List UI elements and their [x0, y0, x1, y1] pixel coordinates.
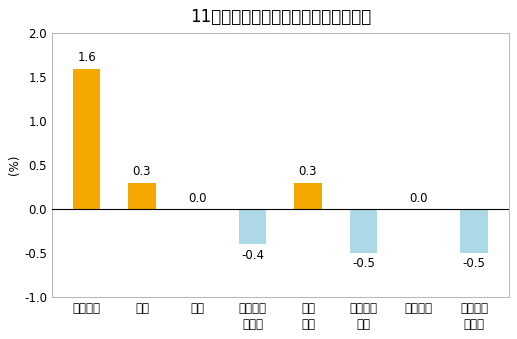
Text: 0.0: 0.0: [188, 192, 206, 205]
Bar: [294, 183, 322, 209]
Text: -0.5: -0.5: [463, 257, 485, 270]
Text: 0.0: 0.0: [409, 192, 428, 205]
Text: 1.6: 1.6: [77, 51, 96, 64]
Text: -0.4: -0.4: [241, 248, 264, 261]
Bar: [73, 68, 100, 209]
Bar: [239, 209, 266, 244]
Y-axis label: (%): (%): [8, 155, 21, 175]
Title: 11月份居民消费价格分类别环比涨跌幅: 11月份居民消费价格分类别环比涨跌幅: [190, 8, 371, 26]
Bar: [128, 183, 156, 209]
Bar: [349, 209, 377, 253]
Text: 0.3: 0.3: [299, 165, 317, 178]
Text: -0.5: -0.5: [352, 257, 375, 270]
Bar: [460, 209, 488, 253]
Text: 0.3: 0.3: [133, 165, 151, 178]
